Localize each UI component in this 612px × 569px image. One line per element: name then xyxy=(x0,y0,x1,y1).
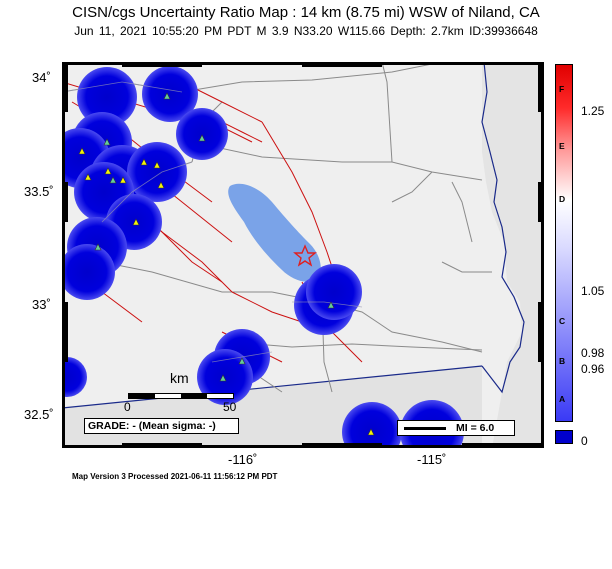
colorbar-letter-e: E xyxy=(559,141,565,151)
lat-label-33-5: 33.5˚ xyxy=(24,184,54,199)
map-title: CISN/cgs Uncertainty Ratio Map : 14 km (… xyxy=(72,4,540,21)
colorbar-value-1-05: 1.05 xyxy=(581,284,605,298)
scale-end: 50 xyxy=(223,400,237,414)
lat-label-34: 34˚ xyxy=(32,70,51,85)
colorbar-value-1-25: 1.25 xyxy=(581,104,605,118)
scale-bar xyxy=(128,393,234,399)
colorbar-letter-b: B xyxy=(559,356,566,366)
colorbar-value-0-98: 0.98 xyxy=(581,346,605,360)
scale-title: km xyxy=(170,370,189,386)
colorbar-letter-a: A xyxy=(559,394,566,404)
station-markers xyxy=(78,92,375,436)
lat-label-33: 33˚ xyxy=(32,297,51,312)
event-info: Jun 11, 2021 10:55:20 PM PDT M 3.9 N33.2… xyxy=(74,24,538,38)
colorbar-letter-c: C xyxy=(559,316,566,326)
lon-label-116: -116˚ xyxy=(228,452,258,467)
uncertainty-map[interactable] xyxy=(62,62,544,448)
colorbar-letter-d: D xyxy=(559,194,566,204)
footer-processed: Map Version 3 Processed 2021-06-11 11:56… xyxy=(72,472,278,481)
scale-start: 0 xyxy=(124,400,131,414)
colorbar-value-0-96: 0.96 xyxy=(581,362,605,376)
colorbar-letter-f: F xyxy=(559,84,565,94)
arizona-region xyxy=(482,62,544,448)
uncertainty-blobs xyxy=(62,66,464,448)
mi-legend: MI = 6.0 xyxy=(397,420,515,436)
salton-sea xyxy=(228,183,321,282)
lon-label-115: -115˚ xyxy=(417,452,447,467)
colorbar-zero xyxy=(555,430,573,444)
grade-box: GRADE: - (Mean sigma: -) xyxy=(84,418,239,434)
colorbar xyxy=(555,64,573,422)
mi-legend-line xyxy=(404,427,446,430)
colorbar-value-0: 0 xyxy=(581,434,588,448)
roads-overlay xyxy=(62,81,363,363)
mi-legend-label: MI = 6.0 xyxy=(456,422,495,434)
map-frame xyxy=(62,62,544,448)
lat-label-32-5: 32.5˚ xyxy=(24,407,54,422)
international-border xyxy=(62,365,483,409)
epicenter-star xyxy=(293,244,317,267)
state-border xyxy=(481,62,525,394)
